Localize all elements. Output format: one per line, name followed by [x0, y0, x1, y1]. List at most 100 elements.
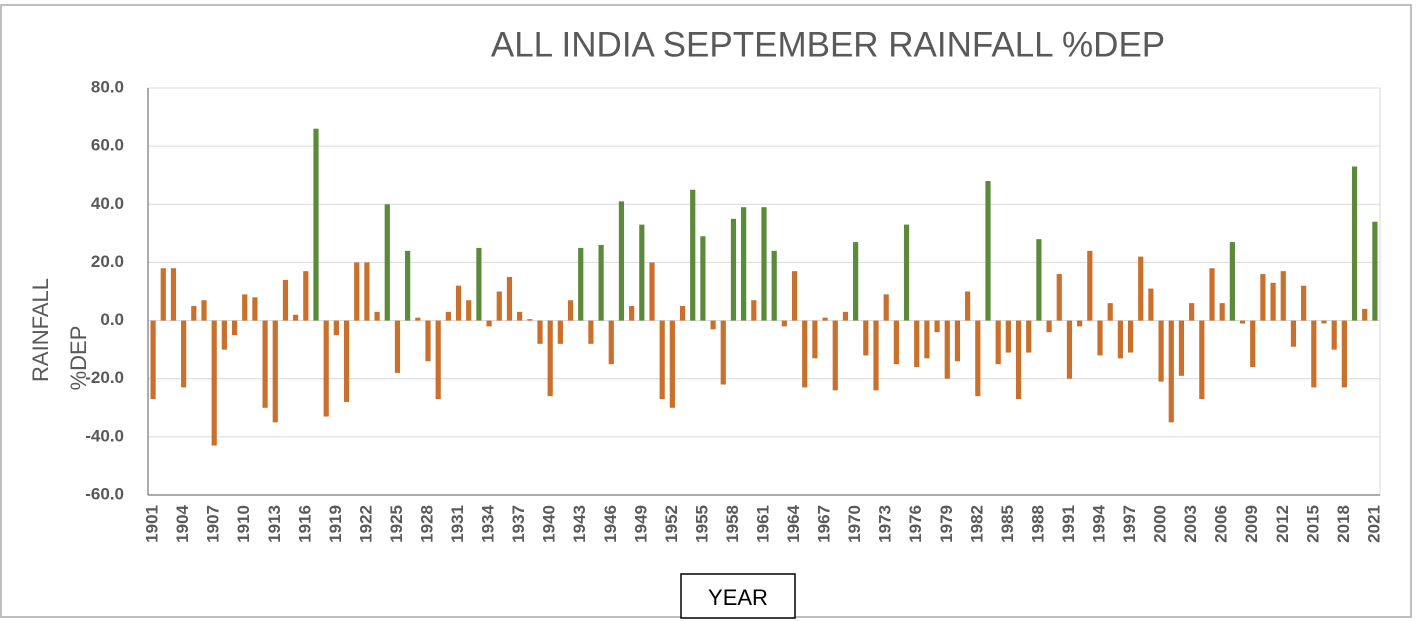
bar: [547, 320, 553, 397]
bar: [272, 320, 278, 423]
x-tick-label: 1970: [845, 505, 864, 543]
bar: [965, 291, 971, 321]
x-tick-label: 1964: [784, 504, 803, 542]
bar: [1280, 271, 1286, 321]
bar: [639, 224, 645, 321]
x-tick-label: 1937: [509, 505, 528, 543]
bar: [618, 201, 625, 321]
bar: [730, 218, 737, 321]
x-tick-label: 2009: [1242, 505, 1261, 543]
bar: [914, 320, 920, 368]
bar: [812, 320, 818, 359]
x-tick-label: 1961: [753, 505, 772, 543]
bar: [1107, 303, 1113, 321]
bar: [384, 204, 390, 321]
bar: [527, 319, 533, 321]
bar: [231, 320, 238, 336]
bar: [1087, 250, 1093, 321]
bar: [1270, 282, 1276, 321]
x-tick-label: 1943: [570, 505, 589, 543]
bar: [771, 250, 777, 321]
x-tick-label: 1946: [601, 505, 620, 543]
bar: [364, 262, 370, 321]
x-tick-label: 1904: [173, 504, 192, 542]
bar: [934, 320, 940, 333]
bar: [1250, 320, 1256, 368]
x-tick-label: 1988: [1028, 505, 1047, 543]
bar: [608, 320, 614, 365]
bar: [1372, 221, 1378, 321]
bar: [293, 314, 299, 321]
x-tick-label: 1940: [540, 505, 559, 543]
bar: [1219, 303, 1225, 321]
x-tick-label: 1928: [417, 505, 436, 543]
bar: [394, 320, 401, 373]
x-tick-label: 1907: [204, 505, 223, 543]
y-tick-label: 40.0: [91, 194, 124, 213]
bar: [1311, 320, 1317, 388]
x-tick-label: 2012: [1273, 505, 1292, 543]
bar: [211, 320, 217, 446]
bar: [1341, 320, 1347, 388]
bar: [1321, 320, 1327, 324]
bar: [496, 291, 502, 321]
x-tick-label: 1949: [631, 505, 650, 543]
bar: [506, 276, 513, 321]
bar: [710, 320, 716, 330]
y-tick-label: -20.0: [85, 368, 124, 387]
x-tick-label: 1967: [815, 505, 834, 543]
x-tick-label: 1901: [143, 505, 162, 543]
x-tick-label: 1952: [662, 505, 681, 543]
bar: [567, 300, 574, 321]
bar: [1036, 239, 1042, 321]
x-tick-label: 1958: [723, 505, 742, 543]
bar: [853, 242, 859, 321]
bar: [1127, 320, 1134, 353]
bar: [659, 320, 665, 400]
chart-frame: [0, 4, 1412, 618]
bar: [181, 320, 187, 388]
bar: [1301, 285, 1307, 321]
bar: [995, 320, 1001, 365]
bar: [649, 262, 655, 321]
x-tick-label: 2006: [1212, 505, 1231, 543]
bar: [1077, 320, 1083, 327]
bar: [201, 300, 207, 321]
x-tick-label: 1982: [967, 505, 986, 543]
bar: [1260, 274, 1266, 321]
bar: [791, 271, 798, 321]
bar: [252, 297, 258, 321]
bar: [1239, 320, 1246, 324]
bar: [751, 300, 757, 321]
bar: [150, 320, 156, 400]
bar: [1199, 320, 1205, 400]
x-tick-label: 1985: [998, 505, 1017, 543]
bar: [282, 279, 289, 321]
bar: [1331, 320, 1337, 350]
bar: [1362, 308, 1368, 321]
x-tick-label: 1976: [906, 505, 925, 543]
x-tick-label: 2000: [1151, 505, 1170, 543]
y-axis-label: RAINFALL: [28, 278, 53, 382]
bar: [466, 300, 472, 321]
bar: [1158, 320, 1164, 382]
bar: [883, 294, 889, 321]
bar: [873, 320, 879, 391]
x-tick-label: 1913: [265, 505, 284, 543]
x-tick-label: 1925: [387, 505, 406, 543]
bar: [975, 320, 981, 397]
bar: [1189, 303, 1195, 321]
bar: [221, 320, 227, 350]
bar: [1148, 288, 1154, 321]
bar: [1097, 320, 1103, 356]
x-tick-label: 1910: [234, 505, 253, 543]
bar: [1046, 320, 1052, 333]
bar: [537, 320, 543, 344]
bar: [517, 311, 523, 321]
bar: [455, 285, 462, 321]
bar: [781, 320, 787, 327]
bar: [761, 207, 767, 321]
bar: [903, 224, 910, 321]
bar: [802, 320, 808, 388]
